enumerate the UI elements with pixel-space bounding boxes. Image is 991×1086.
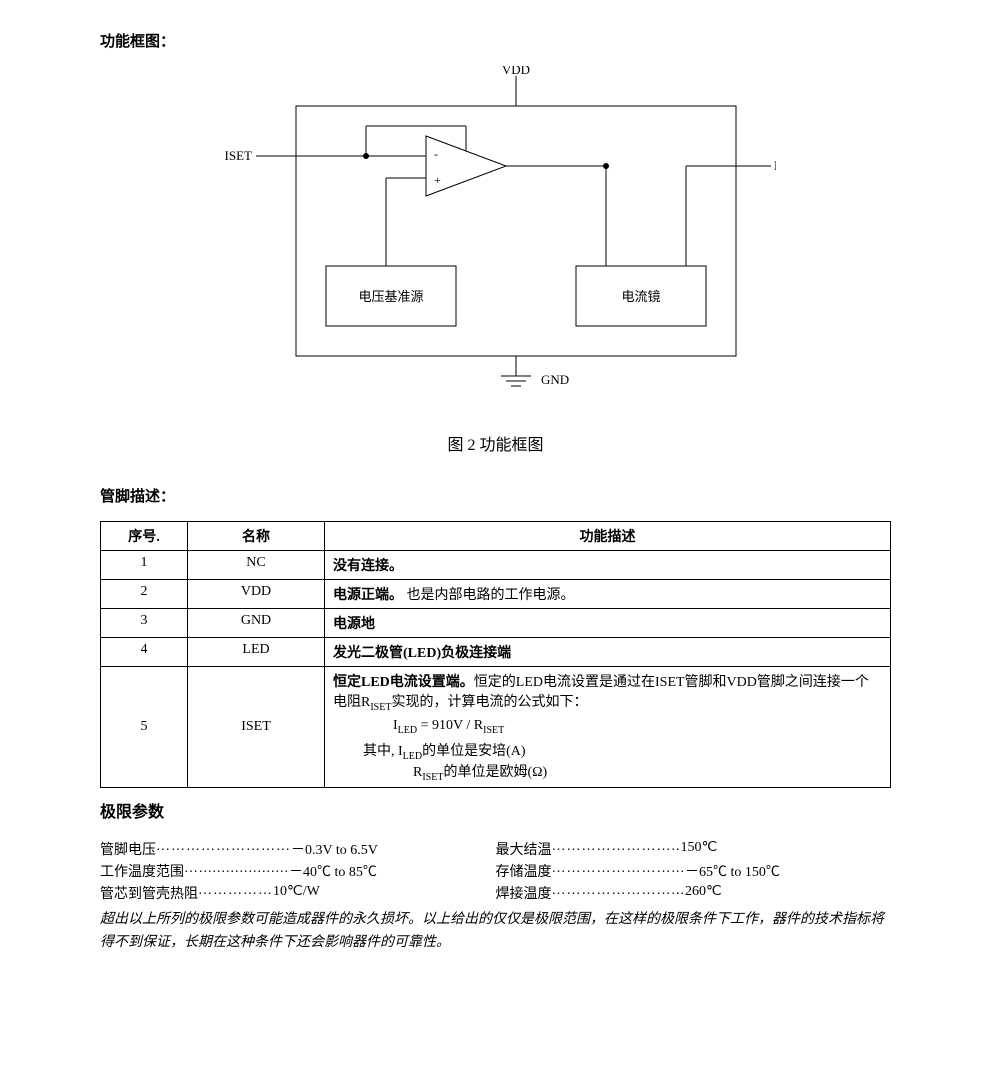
limit-item: 存储温度……………………...－65℃ to 150℃ — [496, 861, 892, 881]
iset-label: ISET — [224, 148, 252, 163]
op-minus: - — [434, 147, 438, 161]
limit-item: 最大结温……………………..150℃ — [496, 839, 892, 859]
op-plus: + — [434, 173, 441, 187]
table-row: 2 VDD 电源正端。 也是内部电路的工作电源。 — [101, 580, 891, 609]
limit-item: 焊接温度……………………...260℃ — [496, 883, 892, 903]
section2-title: 管脚描述： — [100, 485, 891, 506]
vref-box-label: 电压基准源 — [358, 289, 423, 304]
pin-th-name: 名称 — [188, 522, 325, 551]
limits-note: 超出以上所列的极限参数可能造成器件的永久损坏。以上给出的仅仅是极限范围，在这样的… — [100, 909, 891, 954]
limit-item: 管芯到管壳热阻 ……………10℃/W — [100, 883, 496, 903]
table-row: 1 NC 没有连接。 — [101, 551, 891, 580]
figure-caption: 图 2 功能框图 — [100, 431, 891, 455]
limits-block: 管脚电压………………………－0.3V to 6.5V 工作温度范围…......… — [100, 837, 891, 905]
block-diagram: VDD ISET LED GND - + 电压基准源 电流镜 — [100, 66, 891, 411]
section1-title: 功能框图： — [100, 30, 891, 51]
pin-th-num: 序号. — [101, 522, 188, 551]
section3-title: 极限参数 — [100, 798, 891, 822]
table-row: 5 ISET 恒定LED电流设置端。恒定的LED电流设置是通过在ISET管脚和V… — [101, 667, 891, 788]
led-label: LED — [774, 158, 776, 173]
limit-item: 工作温度范围…....................－40℃ to 85℃ — [100, 861, 496, 881]
table-row: 4 LED 发光二极管(LED)负极连接端 — [101, 638, 891, 667]
limit-item: 管脚电压………………………－0.3V to 6.5V — [100, 839, 496, 859]
pin-table: 序号. 名称 功能描述 1 NC 没有连接。 2 VDD 电源正端。 也是内部电… — [100, 521, 891, 788]
mirror-box-label: 电流镜 — [621, 289, 660, 304]
pin-th-desc: 功能描述 — [325, 522, 891, 551]
table-row: 3 GND 电源地 — [101, 609, 891, 638]
vdd-label: VDD — [501, 66, 529, 77]
gnd-label: GND — [541, 372, 569, 387]
